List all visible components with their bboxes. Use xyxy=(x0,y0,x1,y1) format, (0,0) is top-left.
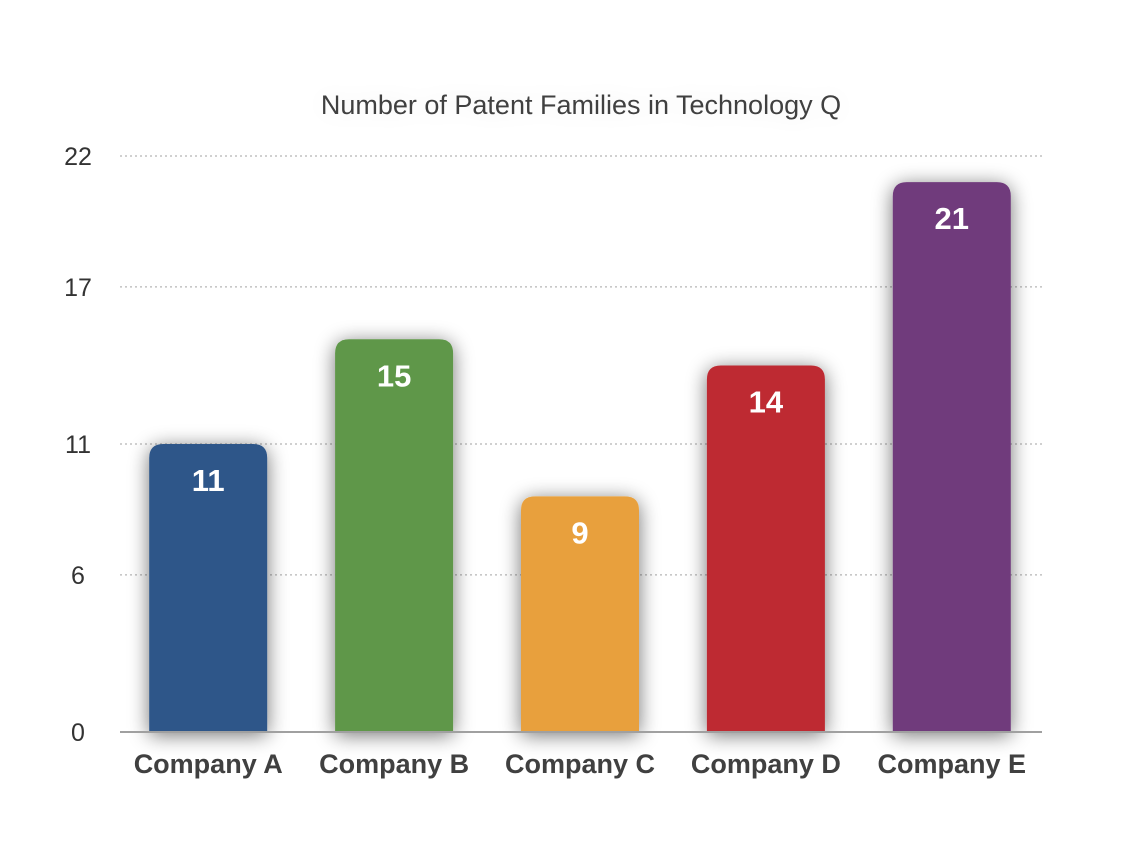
y-tick-label: 22 xyxy=(64,143,92,171)
bars xyxy=(149,182,1011,732)
x-tick-label: Company D xyxy=(691,749,841,779)
data-label: 14 xyxy=(749,384,784,419)
y-tick-label: 11 xyxy=(65,431,91,459)
x-axis-tick-labels: Company A Company B Company C Company D Comp… xyxy=(134,749,1026,779)
x-tick-label: Company B xyxy=(319,749,469,779)
y-tick-label: 17 xyxy=(64,274,92,302)
y-axis-tick-labels: 0 6 11 17 22 xyxy=(64,143,92,747)
bar-company-c xyxy=(521,496,639,732)
y-tick-label: 0 xyxy=(71,719,85,747)
bar-company-e xyxy=(892,182,1011,732)
data-label: 9 xyxy=(571,515,588,550)
x-tick-label: Company E xyxy=(878,749,1027,779)
bar-company-d xyxy=(706,365,825,732)
chart-title: Number of Patent Families in Technology … xyxy=(321,90,841,120)
data-label: 21 xyxy=(935,201,969,236)
data-label: 15 xyxy=(377,358,411,393)
bar-company-a xyxy=(149,444,268,732)
x-tick-label: Company A xyxy=(134,749,283,779)
y-tick-label: 6 xyxy=(71,562,85,590)
x-tick-label: Company C xyxy=(505,749,655,779)
bar-data-labels: 11 15 9 14 21 xyxy=(192,201,969,550)
data-label: 11 xyxy=(192,463,225,498)
bar-company-b xyxy=(335,339,454,732)
